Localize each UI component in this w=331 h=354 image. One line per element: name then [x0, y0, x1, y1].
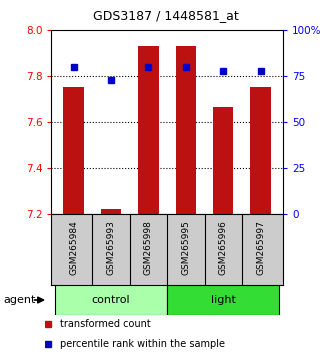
Text: GSM265995: GSM265995 — [181, 220, 190, 275]
Text: GSM265997: GSM265997 — [256, 220, 265, 275]
Bar — [55, 285, 167, 315]
Bar — [213, 107, 233, 214]
Bar — [64, 87, 84, 214]
Text: light: light — [211, 295, 236, 305]
Text: GSM265998: GSM265998 — [144, 220, 153, 275]
Text: agent: agent — [3, 295, 36, 305]
Text: control: control — [92, 295, 130, 305]
Text: GSM265984: GSM265984 — [69, 220, 78, 275]
Bar — [101, 209, 121, 214]
Bar — [250, 87, 271, 214]
Text: percentile rank within the sample: percentile rank within the sample — [60, 339, 225, 349]
Bar — [175, 46, 196, 214]
Text: GSM265993: GSM265993 — [107, 220, 116, 275]
Text: GSM265996: GSM265996 — [219, 220, 228, 275]
Text: GDS3187 / 1448581_at: GDS3187 / 1448581_at — [93, 9, 238, 22]
Text: transformed count: transformed count — [60, 319, 151, 329]
Bar — [167, 285, 279, 315]
Bar — [138, 46, 159, 214]
